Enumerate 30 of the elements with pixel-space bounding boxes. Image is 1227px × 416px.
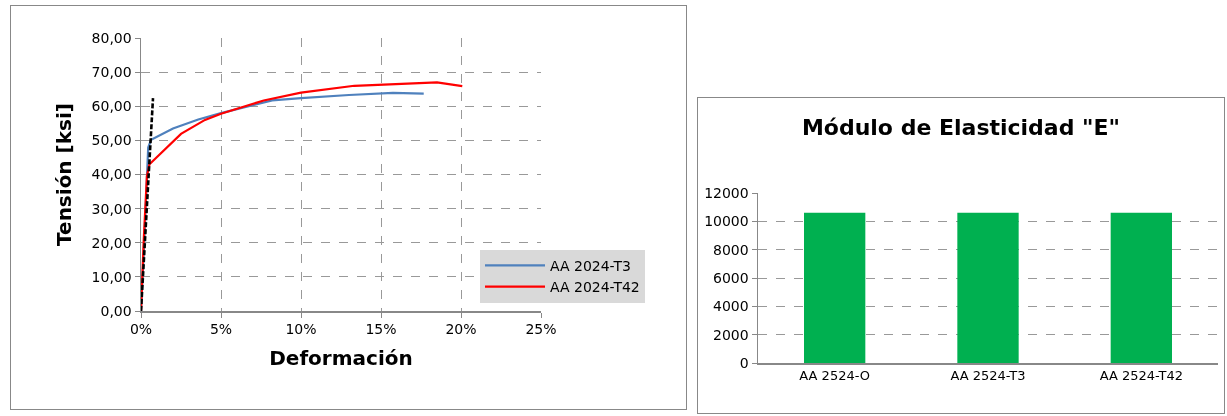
x-tick-label: 0% (129, 321, 153, 338)
y-tick-label: 0 (739, 354, 749, 371)
y-tick-label: 50,00 (91, 132, 132, 149)
x-tick-label: AA 2524-T42 (1099, 368, 1184, 384)
y-axis-title: Tensión [ksi] (52, 103, 77, 246)
y-tick-label: 40,00 (91, 166, 132, 183)
chart-title: Módulo de Elasticidad "E" (801, 115, 1121, 141)
y-tick-label: 70,00 (91, 64, 132, 81)
legend-label: AA 2024-T42 (550, 279, 640, 296)
y-tick-label: 6000 (713, 269, 749, 286)
y-tick-label: 12000 (704, 184, 749, 201)
x-tick-label: AA 2524-T3 (950, 368, 1026, 384)
y-tick-label: 0,00 (100, 302, 132, 319)
y-tick-label: 8000 (713, 241, 749, 258)
y-tick-label: 20,00 (91, 234, 132, 251)
x-tick-label: 5% (209, 321, 233, 338)
y-tick-label: 60,00 (91, 98, 132, 115)
y-tick-label: 30,00 (91, 200, 132, 217)
x-tick-label: 25% (525, 321, 557, 338)
x-tick-label: 15% (365, 321, 397, 338)
y-tick-label: 4000 (713, 298, 749, 315)
y-tick-label: 80,00 (91, 29, 132, 46)
x-axis-title: Deformación (269, 345, 413, 370)
y-tick-label: 2000 (713, 326, 749, 343)
legend-label: AA 2024-T3 (550, 257, 631, 274)
y-tick-label: 10000 (704, 213, 749, 230)
y-tick-label: 10,00 (91, 268, 132, 285)
x-tick-label: AA 2524-O (799, 368, 870, 384)
x-tick-label: 20% (445, 321, 477, 338)
x-tick-label: 10% (285, 321, 317, 338)
